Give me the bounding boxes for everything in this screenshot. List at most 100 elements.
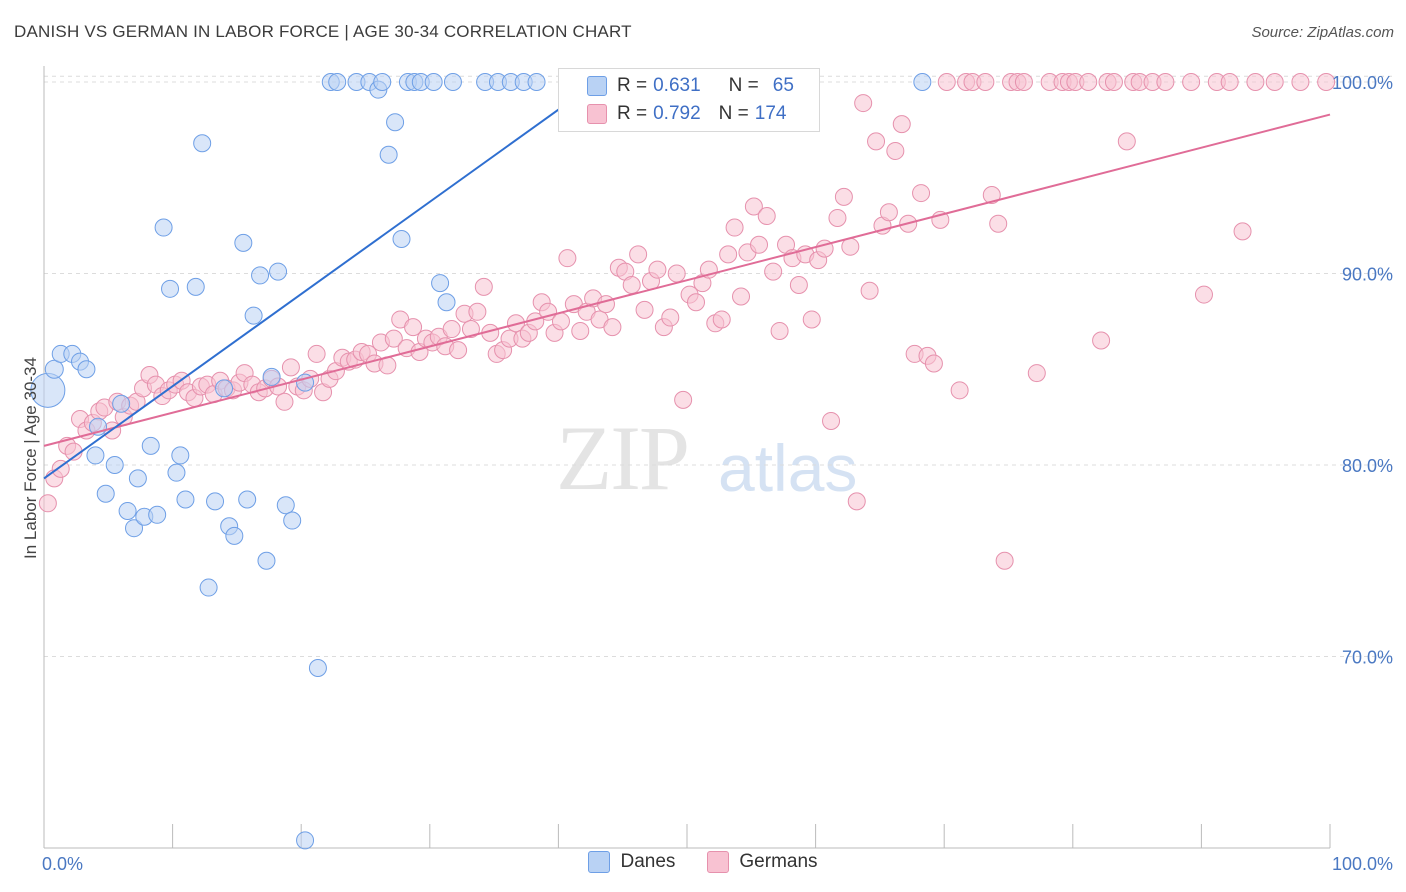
- germans-n-label: N =: [718, 103, 749, 124]
- germans-point: [860, 281, 879, 300]
- germans-swatch: [587, 104, 607, 124]
- germans-point: [275, 392, 294, 411]
- y-tick-label: 100.0%: [1332, 73, 1393, 93]
- danes-point: [96, 484, 115, 503]
- danes-point: [193, 134, 212, 153]
- danes-trend-line: [43, 81, 598, 480]
- germans-point: [924, 354, 943, 373]
- danes-legend-label: Danes: [620, 851, 676, 872]
- germans-trend-line: [43, 113, 1331, 447]
- germans-point: [744, 197, 763, 216]
- germans-point: [712, 310, 731, 329]
- x-tick-label: 100.0%: [1332, 854, 1393, 874]
- germans-point: [841, 237, 860, 256]
- germans-point: [648, 260, 667, 279]
- danes-point: [424, 73, 443, 91]
- danes-point: [118, 501, 137, 520]
- germans-point: [622, 275, 641, 294]
- danes-point: [379, 145, 398, 164]
- germans-series: [38, 73, 1336, 570]
- danes-point: [296, 831, 315, 850]
- germans-point: [1291, 73, 1310, 91]
- germans-point: [687, 293, 706, 312]
- danes-point: [44, 359, 64, 379]
- danes-swatch: [587, 76, 607, 96]
- germans-point: [551, 312, 570, 331]
- danes-point: [176, 490, 195, 509]
- danes-point: [171, 446, 190, 465]
- germans-point: [474, 277, 493, 296]
- danes-point: [913, 73, 932, 91]
- danes-point: [77, 360, 96, 379]
- danes-point: [328, 73, 347, 91]
- germans-point: [879, 203, 898, 222]
- danes-point: [148, 505, 167, 524]
- watermark-zip: ZIP: [556, 407, 690, 509]
- danes-point: [262, 367, 281, 386]
- germans-legend-swatch: [707, 851, 730, 873]
- germans-point: [307, 344, 326, 363]
- danes-point: [257, 551, 276, 570]
- germans-point: [802, 310, 821, 329]
- germans-point: [449, 341, 468, 360]
- danes-point: [112, 394, 131, 413]
- germans-point: [757, 207, 776, 226]
- germans-point: [667, 264, 686, 283]
- germans-point: [1317, 73, 1336, 91]
- danes-point: [308, 658, 327, 677]
- germans-point: [828, 208, 847, 227]
- danes-point: [141, 436, 160, 455]
- germans-point: [847, 492, 866, 511]
- tick-labels: 70.0% 80.0% 90.0% 100.0% 0.0% 100.0%: [42, 73, 1393, 874]
- germans-point: [1027, 364, 1046, 383]
- germans-r-value: 0.792: [653, 103, 701, 124]
- germans-point: [468, 302, 487, 321]
- germans-point: [558, 249, 577, 268]
- germans-point: [1014, 73, 1033, 91]
- y-tick-label: 70.0%: [1342, 648, 1393, 668]
- danes-point: [431, 274, 450, 293]
- germans-point: [750, 235, 769, 254]
- legend-item-germans[interactable]: Germans: [707, 851, 818, 873]
- germans-point: [950, 381, 969, 400]
- germans-point: [442, 320, 461, 339]
- legend-row-germans: R = 0.792 N = 174: [559, 100, 786, 128]
- danes-r-label: R =: [617, 75, 648, 96]
- legend-box: R = 0.631 N = 65 R = 0.792 N = 174: [558, 68, 820, 132]
- germans-point: [822, 411, 841, 430]
- germans-point: [1092, 331, 1111, 350]
- germans-point: [1117, 132, 1136, 151]
- danes-legend-swatch: [588, 851, 611, 873]
- germans-point: [912, 184, 931, 203]
- germans-point: [635, 300, 654, 319]
- danes-point: [167, 463, 186, 482]
- legend-item-danes[interactable]: Danes: [588, 851, 675, 873]
- danes-point: [527, 73, 546, 91]
- chart-title: DANISH VS GERMAN IN LABOR FORCE | AGE 30…: [14, 22, 632, 41]
- y-tick-label: 80.0%: [1342, 456, 1393, 476]
- germans-point: [1246, 73, 1265, 91]
- germans-point: [596, 295, 615, 314]
- danes-point: [276, 496, 295, 515]
- germans-point: [674, 390, 693, 409]
- danes-point: [215, 379, 234, 398]
- watermark-atlas: atlas: [718, 431, 858, 505]
- germans-point: [384, 329, 403, 348]
- germans-point: [989, 214, 1008, 233]
- germans-point: [661, 308, 680, 327]
- danes-point: [283, 511, 302, 530]
- source-label: Source: ZipAtlas.com: [1251, 24, 1394, 41]
- y-axis-label: In Labor Force | Age 30-34: [21, 357, 40, 559]
- danes-point: [373, 73, 392, 91]
- germans-point: [1194, 285, 1213, 304]
- germans-point: [461, 320, 480, 339]
- germans-point: [937, 73, 956, 91]
- germans-point: [404, 318, 423, 337]
- danes-point: [437, 293, 456, 312]
- germans-point: [719, 245, 738, 264]
- danes-point: [154, 218, 173, 237]
- x-tick-label: 0.0%: [42, 854, 83, 874]
- germans-point: [789, 275, 808, 294]
- legend-row-danes: R = 0.631 N = 65: [559, 72, 794, 100]
- danes-point: [105, 456, 124, 474]
